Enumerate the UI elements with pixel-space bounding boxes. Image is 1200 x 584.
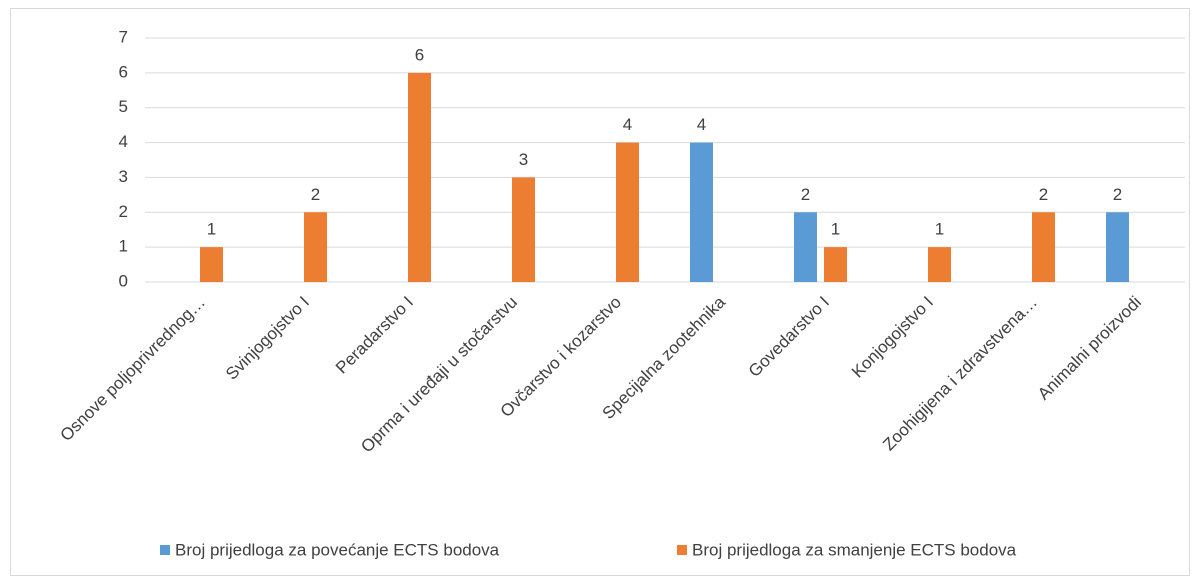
data-label: 3 — [519, 150, 528, 169]
bar — [1106, 212, 1129, 282]
bar — [690, 142, 713, 282]
legend-swatch — [677, 545, 687, 555]
y-tick-label: 0 — [119, 271, 128, 290]
y-tick-label: 3 — [119, 167, 128, 186]
y-tick-label: 5 — [119, 97, 128, 116]
data-label: 2 — [1039, 185, 1048, 204]
legend-swatch — [160, 545, 170, 555]
y-tick-label: 7 — [119, 27, 128, 46]
data-label: 4 — [697, 115, 706, 134]
data-label: 1 — [935, 220, 944, 239]
data-label: 4 — [623, 115, 632, 134]
y-tick-label: 1 — [119, 237, 128, 256]
data-label: 6 — [415, 45, 424, 64]
bar — [304, 212, 327, 282]
y-tick-label: 2 — [119, 202, 128, 221]
bar — [928, 247, 951, 282]
y-tick-label: 6 — [119, 62, 128, 81]
data-label: 1 — [207, 220, 216, 239]
chart-border — [10, 8, 1190, 576]
bar — [408, 72, 431, 282]
legend-label: Broj prijedloga za smanjenje ECTS bodova — [692, 540, 1017, 559]
legend-label: Broj prijedloga za povećanje ECTS bodova — [175, 540, 500, 559]
bar — [512, 177, 535, 282]
bar — [794, 212, 817, 282]
bar — [824, 247, 847, 282]
bar — [1032, 212, 1055, 282]
y-tick-label: 4 — [119, 132, 128, 151]
data-label: 1 — [831, 220, 840, 239]
data-label: 2 — [1113, 185, 1122, 204]
bar — [200, 247, 223, 282]
data-label: 2 — [311, 185, 320, 204]
bar — [616, 142, 639, 282]
data-label: 2 — [801, 185, 810, 204]
